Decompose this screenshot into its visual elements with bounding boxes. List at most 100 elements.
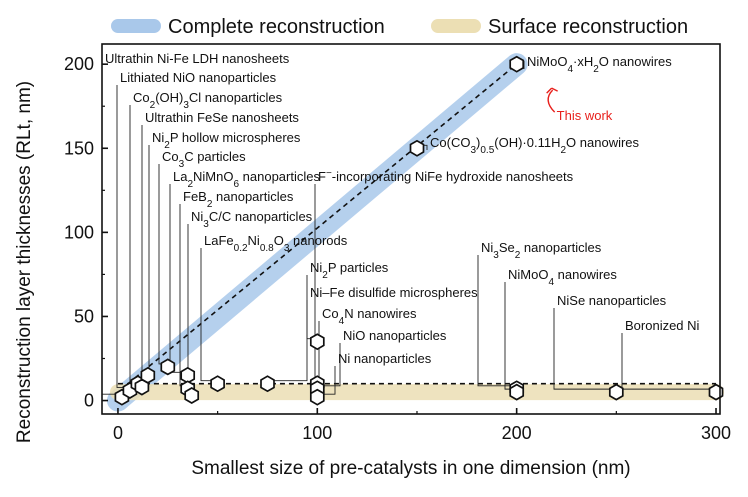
annotation-part: NiO nanoparticles: [343, 328, 447, 343]
annotation-label-13: NiO nanoparticles: [343, 328, 447, 343]
leader-line-1: [116, 85, 130, 388]
annotation-part: Ni: [248, 233, 260, 248]
annotation-part: Ni: [152, 130, 164, 145]
legend: Complete reconstruction Surface reconstru…: [111, 16, 688, 38]
data-point-5: [160, 358, 176, 376]
x-tick-label: 0: [113, 423, 123, 443]
annotation-label-19: NiMoO4 nanowires: [508, 267, 617, 288]
y-tick-label: 200: [64, 54, 94, 74]
annotation-part: 2: [164, 140, 170, 151]
reference-line-0: [127, 63, 518, 385]
annotation-label-4: Ni2P hollow microspheres: [152, 130, 301, 151]
leader-line-5: [158, 164, 168, 365]
annotation-part: 0.2: [234, 243, 248, 254]
annotation-part: Co(CO: [430, 135, 470, 150]
leader-line-4: [147, 145, 150, 373]
leader-line-10: [267, 275, 308, 382]
annotation-part: Ni: [191, 209, 203, 224]
leader-line-18: [477, 255, 517, 387]
annotation-part: 4: [339, 316, 345, 327]
y-tick-label: 0: [84, 391, 94, 411]
annotation-part: Se: [499, 240, 515, 255]
annotation-part: nanoparticles: [239, 169, 320, 184]
data-point-10: [260, 375, 275, 393]
data-point-9: [210, 375, 225, 393]
annotation-part: C/C nanoparticles: [209, 209, 313, 224]
annotation-part: 2: [593, 64, 599, 75]
data-point-18: [509, 383, 525, 401]
leader-line-12: [317, 321, 320, 382]
leader-line-20: [553, 308, 617, 390]
data-points: [114, 55, 724, 406]
leader-line-21: [621, 333, 717, 390]
data-point-4: [140, 366, 156, 384]
this-work-arrow: [547, 89, 556, 113]
leader-line-13: [317, 343, 341, 387]
annotation-part: 3: [284, 243, 290, 254]
annotation-part: 2: [187, 179, 193, 190]
data-point-11: [309, 333, 325, 351]
annotation-part: P hollow microspheres: [170, 130, 301, 145]
annotation-part: 2: [515, 250, 521, 261]
annotation-part: O nanowires: [599, 54, 672, 69]
x-axis-title: Smallest size of pre-catalysts in one di…: [191, 458, 630, 479]
annotation-part: Ni–Fe disulfide microspheres: [310, 285, 478, 300]
annotation-part: 2: [560, 145, 566, 156]
plot-frame: [101, 43, 721, 415]
annotation-part: FeB: [183, 189, 207, 204]
annotation-part: NiSe nanoparticles: [557, 293, 667, 308]
annotation-part: Cl nanoparticles: [189, 90, 283, 105]
annotation-label-1: Lithiated NiO nanoparticles: [120, 70, 277, 85]
annotation-part: Ni: [310, 260, 322, 275]
legend-label-0: Complete reconstruction: [168, 16, 385, 38]
annotation-part: 0.5: [480, 145, 494, 156]
annotation-part: −: [326, 168, 332, 179]
annotation-label-11: Ni–Fe disulfide microspheres: [310, 285, 478, 300]
annotation-part: 3: [203, 219, 209, 230]
axes: 0 100 200 300 0 50 100 150 200: [64, 43, 731, 443]
annotation-part: (OH): [155, 90, 183, 105]
y-tick-label: 100: [64, 222, 94, 242]
annotation-part: Co: [322, 306, 339, 321]
annotation-label-12: Co4N nanowires: [322, 306, 417, 327]
annotation-label-17: NiMoO4·xH2O nanowires: [527, 54, 672, 75]
annotation-part: Co: [133, 90, 150, 105]
x-tick-label: 200: [502, 423, 532, 443]
annotation-part: 3: [179, 159, 185, 170]
annotation-part: 4: [567, 64, 573, 75]
band-complete: [106, 53, 528, 412]
leader-line-11: [306, 300, 318, 340]
annotation-part: 2: [207, 199, 213, 210]
annotation-label-21: Boronized Ni: [625, 318, 700, 333]
data-point-14: [309, 388, 325, 406]
annotation-part: NiMnO: [193, 169, 233, 184]
annotation-part: 4: [548, 277, 554, 288]
x-tick-label: 300: [701, 423, 731, 443]
this-work-label: This work: [557, 108, 613, 123]
annotation-part: P particles: [328, 260, 389, 275]
annotation-label-5: Co3C particles: [162, 149, 246, 170]
annotation-label-16: Co(CO3)0.5(OH)·0.11H2O nanowires: [430, 135, 640, 156]
annotation-label-8: Ni3C/C nanoparticles: [191, 209, 313, 230]
annotation-part: F: [318, 169, 326, 184]
annotation-part: 2: [322, 270, 328, 281]
annotation-part: 3: [493, 250, 499, 261]
annotation-label-15: F−-incorporating NiFe hydroxide nanoshee…: [318, 168, 574, 185]
data-point-16: [509, 55, 525, 73]
leader-line-19: [504, 282, 517, 390]
annotation-part: ·xH: [573, 54, 593, 69]
annotation-label-0: Ultrathin Ni-Fe LDH nanosheets: [105, 51, 290, 66]
annotation-label-2: Co2(OH)3Cl nanoparticles: [133, 90, 283, 111]
annotation-part: nanorods: [289, 233, 347, 248]
annotation-part: nanoparticles: [520, 240, 601, 255]
y-axis-title: Reconstruction layer thicknesses (RLt, n…: [14, 81, 35, 443]
annotation-part: LaFe: [204, 233, 234, 248]
annotation-label-9: LaFe0.2Ni0.8O3 nanorods: [204, 233, 348, 254]
leader-line-0: [101, 66, 122, 395]
annotation-part: ): [476, 135, 480, 150]
annotation-part: C particles: [184, 149, 246, 164]
annotation-part: N nanowires: [344, 306, 417, 321]
leader-line-8: [187, 224, 192, 393]
data-point-19: [608, 383, 624, 401]
